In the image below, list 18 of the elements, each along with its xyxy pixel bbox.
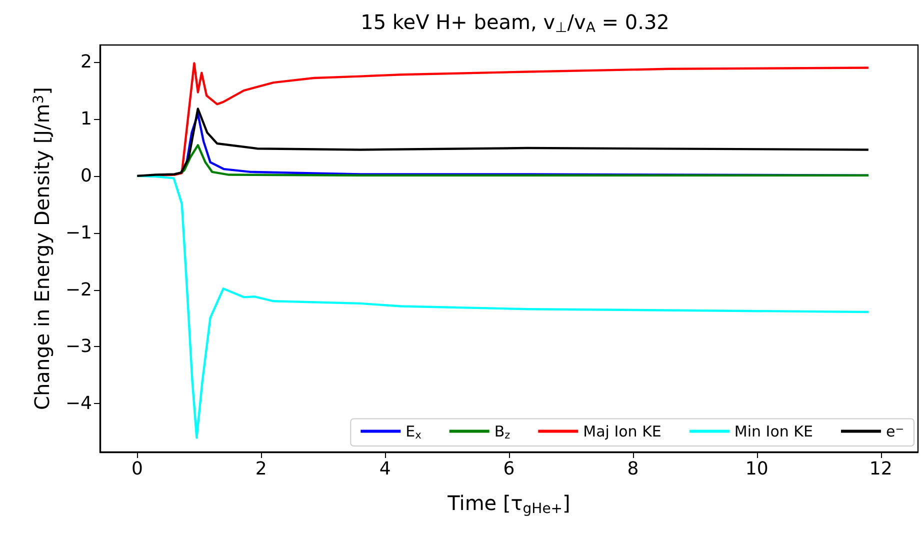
y-tick-label: −2 bbox=[65, 279, 92, 300]
y-axis-title: Change in Energy Density [J/m3] bbox=[30, 87, 54, 410]
legend-label: e− bbox=[886, 422, 904, 440]
y-tick-label: 0 bbox=[80, 165, 92, 186]
y-tick-label: 1 bbox=[80, 108, 92, 130]
x-tick-label: 4 bbox=[379, 458, 391, 480]
x-tick-label: 8 bbox=[627, 458, 639, 480]
x-tick-label: 12 bbox=[869, 458, 892, 480]
y-tick-label: −1 bbox=[65, 222, 92, 244]
x-tick-label: 6 bbox=[503, 458, 515, 480]
x-tick-label: 0 bbox=[131, 458, 143, 480]
x-tick-label: 10 bbox=[745, 458, 768, 480]
legend-label: Maj Ion KE bbox=[583, 422, 662, 440]
y-tick-label: 2 bbox=[80, 52, 92, 73]
y-tick-label: −4 bbox=[65, 393, 92, 414]
x-tick-label: 2 bbox=[255, 458, 267, 480]
y-tick-label: −3 bbox=[65, 336, 92, 358]
legend-label: Min Ion KE bbox=[734, 422, 813, 440]
